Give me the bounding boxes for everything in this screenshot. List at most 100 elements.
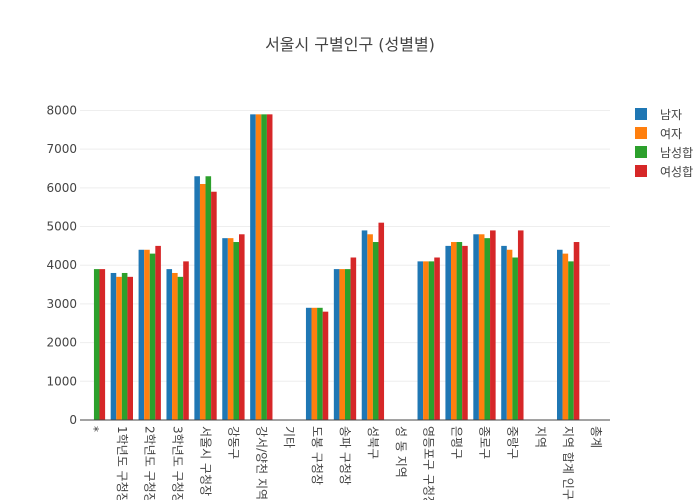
bar[interactable]: [517, 230, 524, 420]
legend-swatch: [635, 127, 647, 139]
bar[interactable]: [378, 222, 385, 420]
x-tick-label: 은평구: [450, 426, 464, 459]
bar[interactable]: [562, 253, 569, 420]
y-tick-label: 5000: [46, 220, 77, 234]
bar[interactable]: [255, 114, 262, 420]
bar[interactable]: [239, 234, 245, 420]
bar[interactable]: [445, 245, 451, 420]
bar[interactable]: [199, 183, 206, 420]
bar[interactable]: [93, 269, 100, 420]
y-tick-label: 1000: [46, 374, 77, 388]
x-tick-label: 송파 구청장: [338, 426, 352, 485]
x-tick-label: 도봉 구청장: [310, 426, 324, 485]
x-tick-label: *: [87, 426, 101, 432]
x-tick-label: 서울시 구청장: [199, 426, 213, 496]
x-tick-label: 성 동 지역: [394, 426, 408, 478]
bar[interactable]: [177, 276, 184, 420]
bar[interactable]: [501, 245, 507, 420]
bar[interactable]: [573, 242, 580, 420]
bar[interactable]: [194, 176, 200, 420]
bar[interactable]: [205, 176, 212, 420]
x-tick-label: 3학년도 구청장: [171, 426, 185, 500]
bar[interactable]: [317, 307, 323, 420]
bar[interactable]: [428, 261, 435, 420]
bar[interactable]: [434, 257, 440, 421]
x-tick-label: 지역: [533, 426, 547, 448]
y-tick-label: 7000: [46, 142, 77, 156]
chart-title: 서울시 구별인구 (성별별): [265, 35, 435, 54]
legend-label: 여성합: [660, 165, 693, 179]
bars: [93, 114, 580, 421]
x-tick-label: 1학년도 구청장: [115, 426, 129, 500]
legend-swatch: [635, 146, 647, 158]
x-axis-ticks: * 1학년도 구청장 2학년도 구청장 3학년도 구청장 서울시 구청장 강동구 강서/양천…: [87, 426, 603, 500]
x-tick-label: 총계: [589, 426, 603, 448]
y-axis-ticks: 0 1000 2000 3000 4000 5000 6000 7000 8000: [46, 103, 77, 427]
bar[interactable]: [417, 261, 424, 420]
bar[interactable]: [183, 261, 189, 420]
bar[interactable]: [350, 257, 357, 421]
bar[interactable]: [345, 269, 351, 420]
x-tick-label: 2학년도 구청장: [143, 426, 157, 500]
bar[interactable]: [110, 272, 117, 420]
y-tick-label: 6000: [46, 181, 77, 195]
bar[interactable]: [462, 245, 468, 420]
bar[interactable]: [172, 272, 178, 420]
bar[interactable]: [361, 230, 368, 420]
y-tick-label: 2000: [46, 336, 77, 350]
bar[interactable]: [138, 249, 145, 420]
x-tick-label: 지역 합계 인구: [561, 426, 575, 500]
legend-label: 여자: [660, 127, 682, 141]
bar[interactable]: [423, 261, 429, 420]
x-tick-label: 강서/양천 지역: [254, 426, 269, 500]
x-tick-label: 중랑구: [505, 426, 519, 459]
bar[interactable]: [211, 191, 217, 420]
bar[interactable]: [311, 307, 318, 420]
y-tick-label: 0: [69, 413, 77, 427]
bar[interactable]: [478, 234, 485, 420]
bar[interactable]: [261, 114, 267, 420]
bar[interactable]: [512, 257, 518, 421]
bar[interactable]: [99, 269, 106, 420]
bar[interactable]: [456, 242, 463, 420]
x-tick-label: 강동구: [226, 426, 240, 459]
bar[interactable]: [339, 269, 345, 420]
bar[interactable]: [166, 269, 173, 420]
bar[interactable]: [144, 249, 150, 420]
bar[interactable]: [149, 253, 156, 420]
x-tick-label: 종로구: [477, 426, 491, 459]
legend-label: 남자: [660, 108, 682, 122]
x-tick-label: 기타: [282, 426, 296, 448]
bar[interactable]: [557, 249, 563, 420]
y-tick-label: 4000: [46, 258, 77, 272]
bar[interactable]: [227, 238, 234, 420]
bar[interactable]: [116, 276, 122, 420]
legend-swatch: [635, 108, 647, 120]
bar[interactable]: [127, 276, 133, 420]
bar[interactable]: [233, 242, 239, 420]
legend-label: 남성합: [660, 146, 693, 160]
bar[interactable]: [155, 245, 161, 420]
y-tick-label: 8000: [46, 103, 77, 117]
bar[interactable]: [473, 234, 479, 420]
bar[interactable]: [568, 261, 574, 420]
bar[interactable]: [367, 234, 373, 420]
legend-swatch: [635, 165, 647, 177]
bar[interactable]: [250, 114, 256, 420]
bar[interactable]: [506, 249, 513, 420]
bar[interactable]: [222, 238, 228, 420]
bar[interactable]: [484, 238, 491, 420]
bar[interactable]: [333, 269, 340, 420]
y-tick-label: 3000: [46, 297, 77, 311]
bar[interactable]: [305, 307, 312, 420]
x-tick-label: 성북구: [366, 426, 380, 459]
bar[interactable]: [372, 242, 379, 420]
bar[interactable]: [266, 114, 273, 420]
bar[interactable]: [121, 272, 128, 420]
bar[interactable]: [322, 311, 329, 420]
x-tick-label: 영등포구 구청장: [422, 426, 436, 500]
bar[interactable]: [451, 242, 457, 420]
bar[interactable]: [490, 230, 496, 420]
